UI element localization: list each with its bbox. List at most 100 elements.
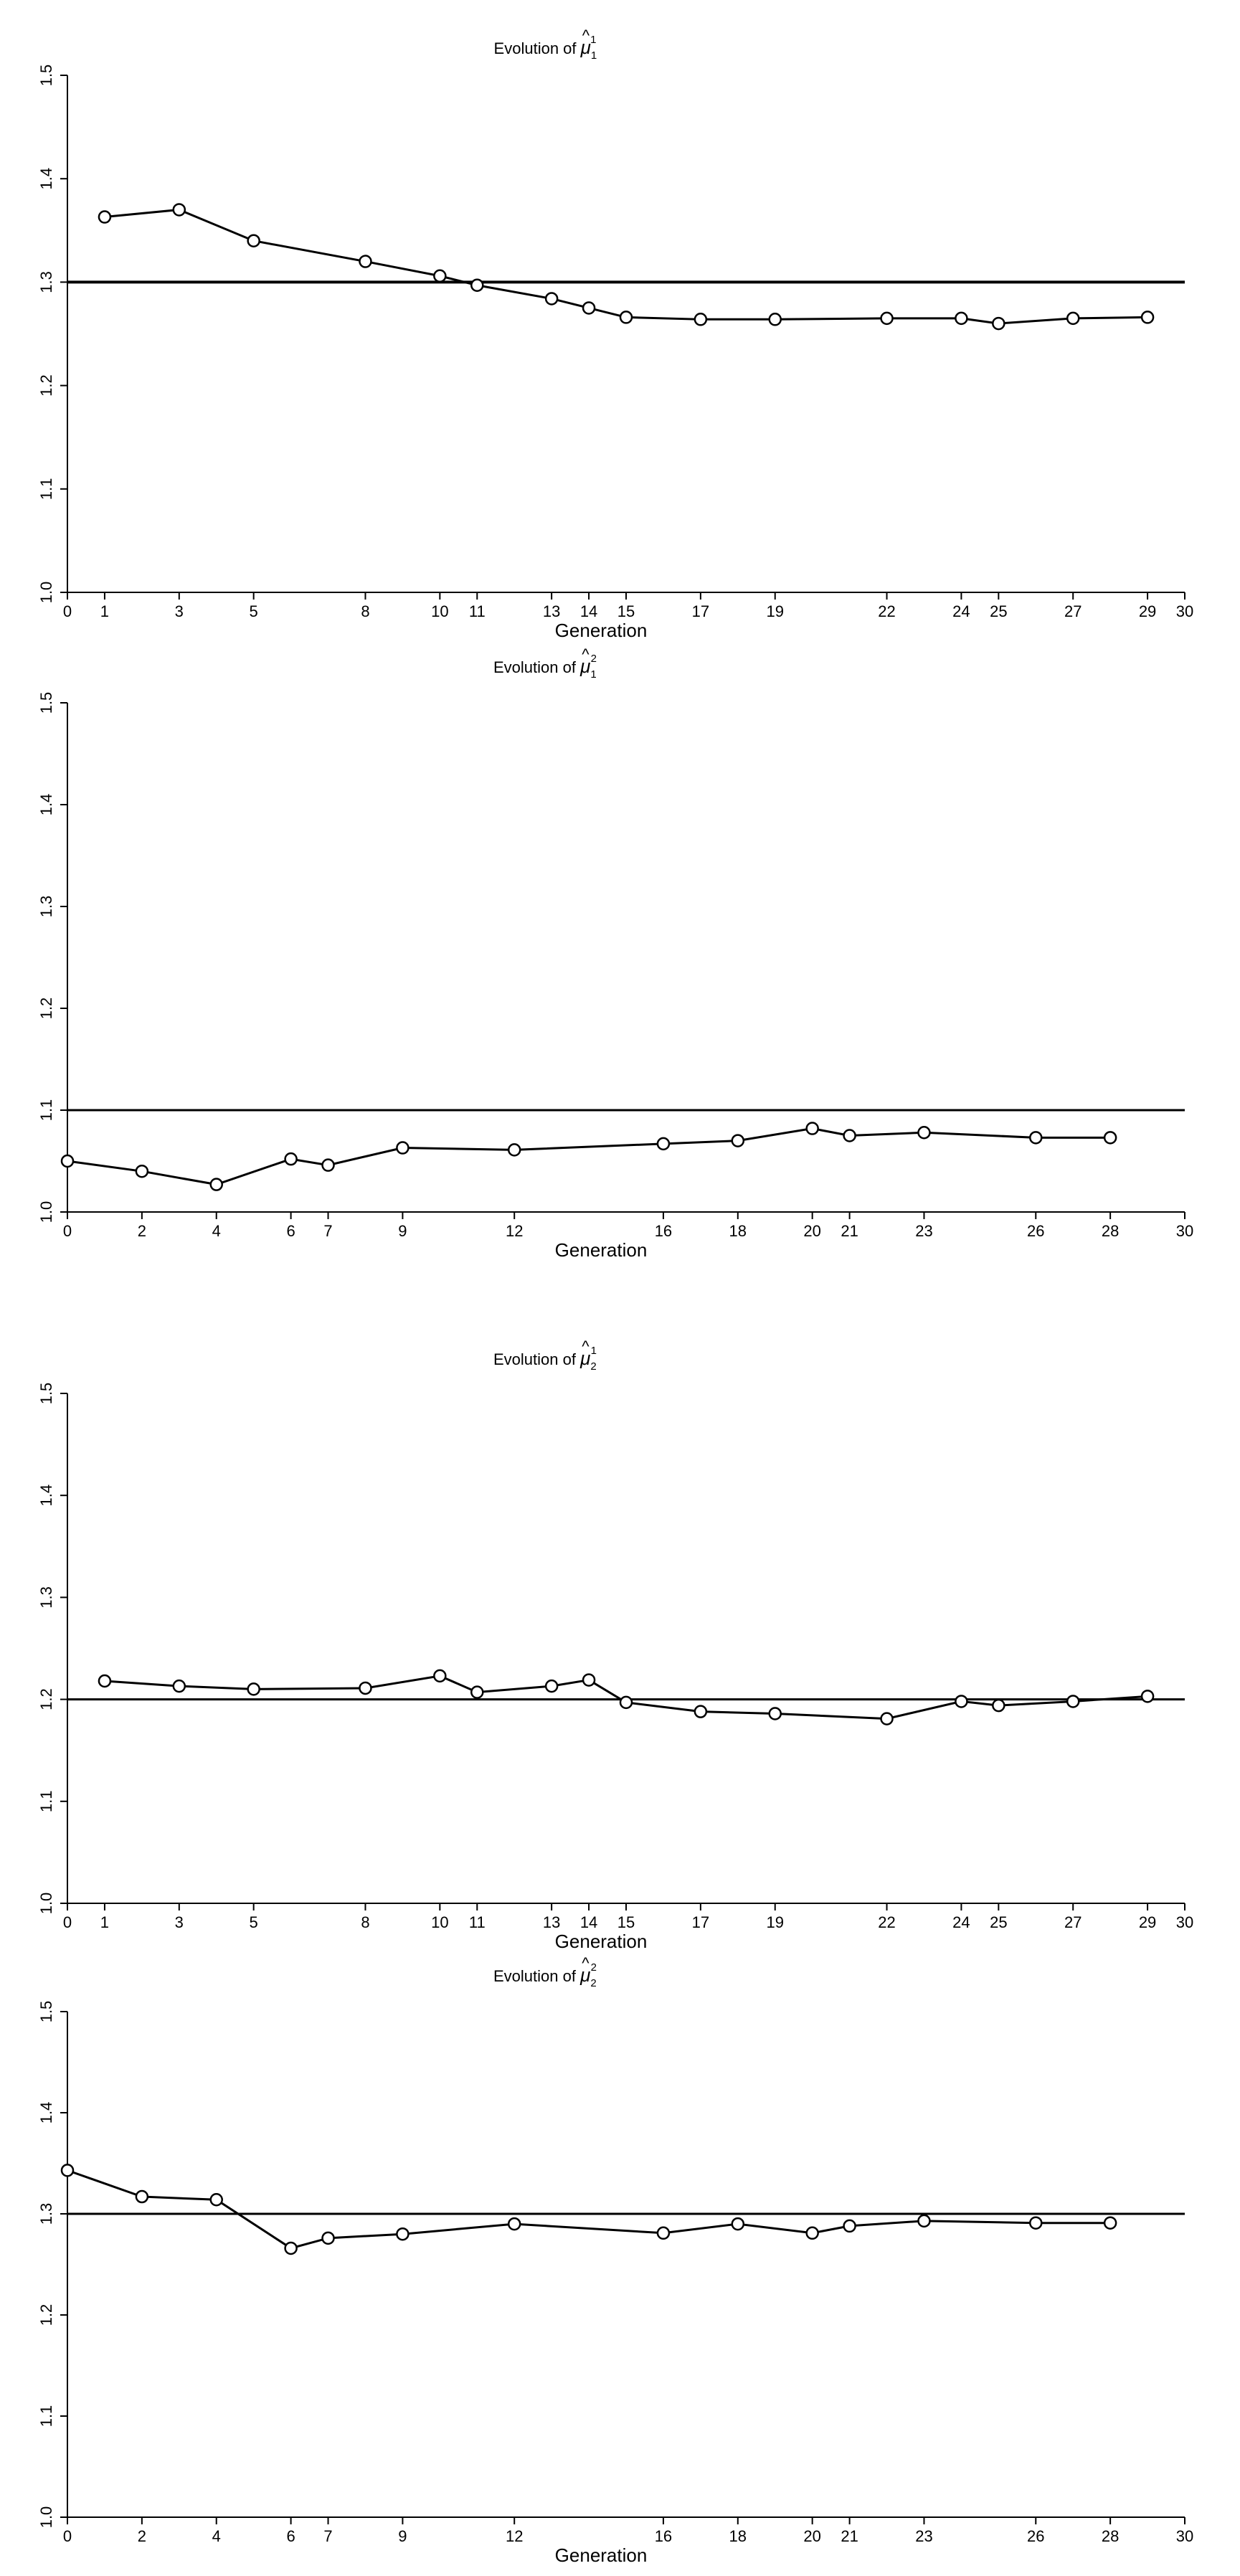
x-axis-label: Generation [555, 2544, 648, 2566]
y-tick-label: 1.0 [37, 582, 55, 604]
data-point [135, 1164, 149, 1178]
hat-accent: ^ [582, 1954, 590, 1972]
y-tick-label: 1.0 [37, 1893, 55, 1915]
chart-panel-2: Evolution of μ12^ 1.0 1.1 1.2 1.3 1.4 1.5 0 2 4 6 7… [37, 645, 1193, 1261]
data-point [321, 1158, 335, 1172]
x-tick-label: 21 [841, 1222, 858, 1240]
x-tick-label: 6 [286, 2527, 295, 2545]
x-tick-label: 9 [398, 2527, 407, 2545]
data-point [768, 313, 782, 326]
x-tick-label: 18 [729, 1222, 747, 1240]
x-tick-label: 12 [506, 2527, 523, 2545]
chart-title: Evolution of μ12 [493, 653, 597, 681]
x-tick-label: 27 [1064, 602, 1082, 620]
chart-panel-1: Evolution of μ11^1.01.11.21.31.41.50 1 3 5 8… [37, 27, 1193, 641]
series-line [67, 1127, 1111, 1186]
y-tick-label: 1.3 [37, 2203, 55, 2225]
x-tick-label: 6 [286, 1222, 295, 1240]
hat-accent: ^ [582, 1337, 590, 1355]
x-tick-label: 7 [323, 2527, 332, 2545]
x-axis-label: Generation [555, 1931, 648, 1952]
x-tick-label: 30 [1176, 2527, 1193, 2545]
y-tick-label: 1.1 [37, 1791, 55, 1813]
data-point [656, 1137, 671, 1151]
data-point [172, 203, 186, 217]
data-point [60, 2164, 75, 2177]
x-tick-label: 15 [617, 602, 635, 620]
x-tick-label: 4 [212, 2527, 221, 2545]
x-tick-label: 23 [915, 1222, 932, 1240]
x-tick-label: 0 [63, 1913, 72, 1931]
data-point [582, 1673, 596, 1687]
x-tick-label: 3 [175, 1913, 184, 1931]
x-tick-label: 20 [803, 1222, 820, 1240]
x-tick-label: 0 [63, 2527, 72, 2545]
x-tick-label: 8 [361, 1913, 369, 1931]
x-tick-label: 18 [729, 2527, 747, 2545]
x-tick-label: 28 [1102, 2527, 1119, 2545]
data-point [768, 1707, 782, 1720]
x-tick-label: 30 [1176, 602, 1193, 620]
data-point [396, 1141, 410, 1155]
data-point [433, 269, 447, 283]
data-point [880, 311, 894, 326]
x-tick-label: 2 [138, 1222, 146, 1240]
data-point [172, 1679, 186, 1693]
data-point [359, 1681, 372, 1695]
y-tick-label: 1.5 [37, 1383, 55, 1405]
x-tick-label: 24 [952, 1913, 970, 1931]
data-point [1029, 2216, 1043, 2230]
data-point [582, 301, 596, 315]
data-point [507, 1143, 521, 1157]
x-tick-label: 0 [63, 602, 72, 620]
series-line [104, 1675, 1148, 1720]
data-point [209, 2193, 223, 2207]
data-point [98, 1674, 112, 1688]
data-point [619, 1695, 633, 1710]
data-point [992, 1698, 1005, 1713]
chart-title: Evolution of μ21 [493, 1345, 597, 1373]
x-tick-label: 5 [250, 602, 258, 620]
x-tick-label: 17 [692, 602, 709, 620]
x-tick-label: 26 [1027, 2527, 1044, 2545]
y-tick-label: 1.3 [37, 1586, 55, 1609]
x-tick-label: 15 [617, 1913, 635, 1931]
y-tick-label: 1.1 [37, 478, 55, 501]
x-tick-label: 21 [841, 2527, 858, 2545]
data-point [1066, 1695, 1080, 1708]
data-point [470, 1685, 484, 1699]
x-tick-label: 29 [1139, 1913, 1156, 1931]
x-tick-label: 3 [175, 602, 184, 620]
data-point [1140, 1690, 1155, 1703]
data-point [843, 2219, 856, 2233]
data-point [321, 2231, 335, 2245]
y-tick-label: 1.4 [37, 168, 55, 190]
x-tick-label: 14 [580, 1913, 597, 1931]
x-tick-label: 24 [952, 602, 970, 620]
x-tick-label: 30 [1176, 1913, 1193, 1931]
data-point [1066, 311, 1080, 326]
x-tick-label: 26 [1027, 1222, 1044, 1240]
data-point [619, 311, 633, 324]
x-axis-label: Generation [555, 620, 648, 641]
data-point [694, 313, 708, 326]
data-point [247, 234, 260, 247]
data-point [433, 1669, 447, 1683]
y-tick-label: 1.2 [37, 374, 55, 397]
x-tick-label: 13 [543, 1913, 560, 1931]
y-tick-label: 1.5 [37, 2001, 55, 2023]
x-tick-label: 9 [398, 1222, 407, 1240]
x-tick-label: 4 [212, 1222, 221, 1240]
data-point [470, 278, 484, 292]
data-point [731, 1134, 745, 1147]
data-point [805, 2226, 819, 2240]
x-tick-label: 12 [506, 1222, 523, 1240]
x-tick-label: 16 [655, 1222, 672, 1240]
x-tick-label: 25 [990, 602, 1007, 620]
hat-accent: ^ [582, 27, 590, 44]
x-tick-label: 17 [692, 1913, 709, 1931]
x-tick-label: 29 [1139, 602, 1156, 620]
hat-accent: ^ [582, 645, 590, 663]
data-point [955, 1695, 968, 1708]
